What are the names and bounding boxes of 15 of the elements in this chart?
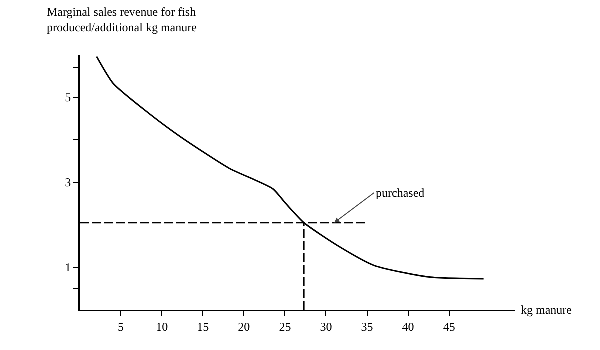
x-tick-label: 10 [156,320,168,334]
x-axis-title: kg manure [521,303,572,317]
y-axis-title: Marginal sales revenue for fish produced/additional kg manure [47,5,197,35]
x-tick-label: 40 [402,320,414,334]
x-tick-label: 15 [197,320,210,334]
y-tick-label: 5 [65,90,72,105]
y-tick-label: 1 [65,260,72,275]
y-tick-label: 3 [65,176,72,190]
x-tick-label: 45 [443,320,456,334]
x-tick-label: 20 [238,320,250,334]
x-tick-label: 5 [118,320,124,334]
x-tick-label: 30 [320,320,332,334]
annotation: purchased [376,186,425,200]
x-tick-label: 25 [279,320,292,334]
x-tick-label: 35 [361,320,374,334]
